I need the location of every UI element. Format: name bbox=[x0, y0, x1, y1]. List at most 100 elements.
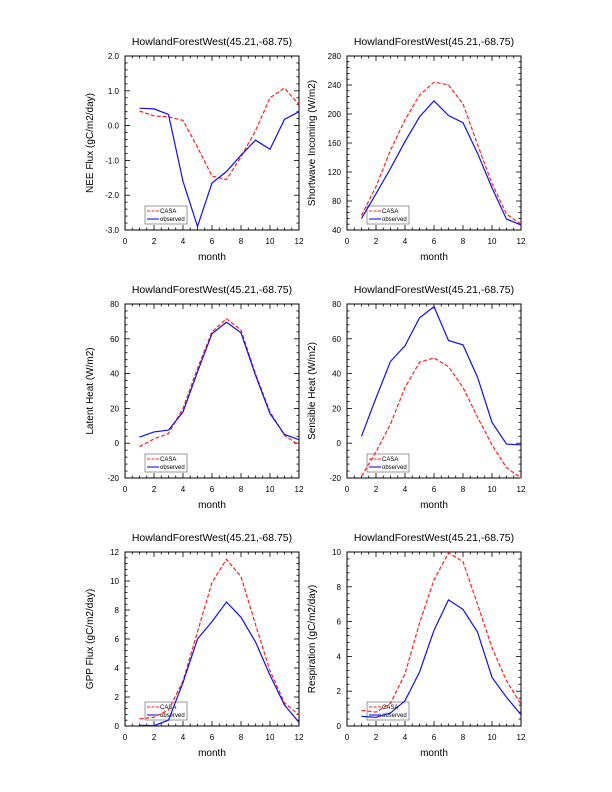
chart-panel-5: HowlandForestWest(45.21,-68.75) 0 2 4 6 8 10 12… bbox=[85, 532, 304, 759]
x-tick-label: 8 bbox=[461, 237, 466, 246]
x-axis-label: month bbox=[198, 748, 226, 759]
y-tick-label: 8 bbox=[115, 606, 120, 615]
y-tick-label: 6 bbox=[337, 618, 342, 627]
chart-title: HowlandForestWest(45.21,-68.75) bbox=[132, 284, 292, 296]
y-tick-label: 280 bbox=[328, 52, 342, 61]
plot-frame bbox=[124, 551, 300, 727]
y-tick-label: -3.0 bbox=[105, 226, 119, 235]
y-tick-label: -20 bbox=[107, 474, 119, 483]
y-tick-label: 20 bbox=[110, 404, 119, 413]
x-tick-label: 10 bbox=[266, 485, 275, 494]
x-tick-label: 4 bbox=[403, 733, 408, 742]
x-axis-label: month bbox=[420, 500, 448, 511]
chart-panel-3: HowlandForestWest(45.21,-68.75) 0 2 4 6 8 10 12… bbox=[85, 284, 304, 511]
x-tick-label: 8 bbox=[239, 733, 244, 742]
chart-panel-2: HowlandForestWest(45.21,-68.75) 0 2 4 6 8 10 12… bbox=[307, 36, 526, 263]
series-observed-line bbox=[139, 321, 300, 441]
legend: CASA observed bbox=[366, 453, 410, 473]
x-tick-label: 12 bbox=[295, 733, 304, 742]
legend: CASA observed bbox=[144, 205, 188, 225]
y-tick-label: 40 bbox=[110, 370, 119, 379]
chart-title: HowlandForestWest(45.21,-68.75) bbox=[354, 36, 514, 48]
legend-label: observed bbox=[160, 465, 185, 471]
x-tick-label: 2 bbox=[374, 237, 379, 246]
series-casa-line bbox=[361, 552, 522, 713]
y-tick-label: 120 bbox=[328, 168, 342, 177]
x-tick-label: 6 bbox=[210, 733, 215, 742]
x-tick-label: 0 bbox=[123, 485, 128, 494]
x-tick-label: 2 bbox=[374, 733, 379, 742]
legend: CASA observed bbox=[366, 205, 410, 225]
y-axis-label: Sensible Heat (W/m2) bbox=[307, 342, 318, 440]
chart-title: HowlandForestWest(45.21,-68.75) bbox=[132, 532, 292, 544]
y-tick-label: 80 bbox=[332, 197, 341, 206]
x-tick-label: 12 bbox=[517, 733, 526, 742]
y-axis-label: Latent Heat (W/m2) bbox=[85, 347, 96, 434]
x-tick-label: 6 bbox=[432, 237, 437, 246]
series-observed-line bbox=[360, 305, 522, 446]
series-observed-line bbox=[360, 100, 522, 226]
y-tick-label: 0.0 bbox=[108, 122, 120, 131]
chart-title: HowlandForestWest(45.21,-68.75) bbox=[354, 532, 514, 544]
y-axis-label: Shortwave Incoming (W/m2) bbox=[307, 80, 318, 206]
y-tick-label: 8 bbox=[337, 583, 342, 592]
y-tick-label: 40 bbox=[332, 370, 341, 379]
series-observed-line bbox=[361, 599, 522, 718]
series-casa-line bbox=[360, 357, 522, 479]
x-tick-label: 12 bbox=[295, 237, 304, 246]
y-tick-label: 80 bbox=[110, 300, 119, 309]
x-axis-label: month bbox=[420, 252, 448, 263]
series-casa-line bbox=[139, 318, 300, 448]
legend-label: CASA bbox=[382, 209, 398, 215]
chart-panel-6: HowlandForestWest(45.21,-68.75) 0 2 4 6 8 10 12… bbox=[307, 532, 526, 759]
y-tick-label: -2.0 bbox=[105, 191, 119, 200]
x-tick-label: 10 bbox=[266, 733, 275, 742]
x-tick-label: 0 bbox=[345, 237, 350, 246]
y-tick-label: 80 bbox=[332, 300, 341, 309]
legend-label: observed bbox=[382, 217, 407, 223]
x-tick-label: 4 bbox=[403, 237, 408, 246]
y-tick-label: 0 bbox=[115, 439, 120, 448]
x-tick-label: 4 bbox=[181, 733, 186, 742]
x-tick-label: 4 bbox=[181, 485, 186, 494]
plot-frame bbox=[124, 303, 300, 479]
x-tick-label: 0 bbox=[345, 485, 350, 494]
x-axis-label: month bbox=[198, 252, 226, 263]
plot-frame bbox=[346, 551, 522, 727]
x-tick-label: 8 bbox=[461, 733, 466, 742]
y-tick-label: 0 bbox=[115, 722, 120, 731]
y-tick-label: 1.0 bbox=[108, 87, 120, 96]
x-tick-label: 0 bbox=[123, 237, 128, 246]
y-axis-label: NEE Flux (gC/m2/day) bbox=[85, 93, 96, 193]
x-tick-label: 8 bbox=[461, 485, 466, 494]
x-tick-label: 4 bbox=[181, 237, 186, 246]
x-tick-label: 2 bbox=[152, 485, 157, 494]
y-tick-label: 10 bbox=[332, 548, 341, 557]
legend-label: CASA bbox=[160, 457, 176, 463]
x-tick-label: 2 bbox=[152, 237, 157, 246]
x-tick-label: 2 bbox=[152, 733, 157, 742]
y-tick-label: 240 bbox=[328, 81, 342, 90]
x-tick-label: 10 bbox=[266, 237, 275, 246]
x-tick-label: 6 bbox=[210, 237, 215, 246]
legend-label: CASA bbox=[382, 705, 398, 711]
plot-frame bbox=[346, 303, 522, 479]
legend-label: observed bbox=[160, 713, 185, 719]
y-tick-label: 0 bbox=[337, 722, 342, 731]
x-tick-label: 6 bbox=[210, 485, 215, 494]
chart-title: HowlandForestWest(45.21,-68.75) bbox=[354, 284, 514, 296]
y-tick-label: 20 bbox=[332, 404, 341, 413]
legend-label: CASA bbox=[382, 457, 398, 463]
x-tick-label: 2 bbox=[374, 485, 379, 494]
x-tick-label: 12 bbox=[295, 485, 304, 494]
y-tick-label: -20 bbox=[329, 474, 341, 483]
x-tick-label: 10 bbox=[488, 237, 497, 246]
chart-panel-4: HowlandForestWest(45.21,-68.75) 0 2 4 6 8 10 12… bbox=[307, 284, 526, 511]
y-tick-label: 6 bbox=[115, 635, 120, 644]
legend-label: observed bbox=[160, 217, 185, 223]
x-tick-label: 8 bbox=[239, 237, 244, 246]
x-axis-label: month bbox=[420, 748, 448, 759]
chart-title: HowlandForestWest(45.21,-68.75) bbox=[132, 36, 292, 48]
series-casa-line bbox=[139, 558, 300, 720]
